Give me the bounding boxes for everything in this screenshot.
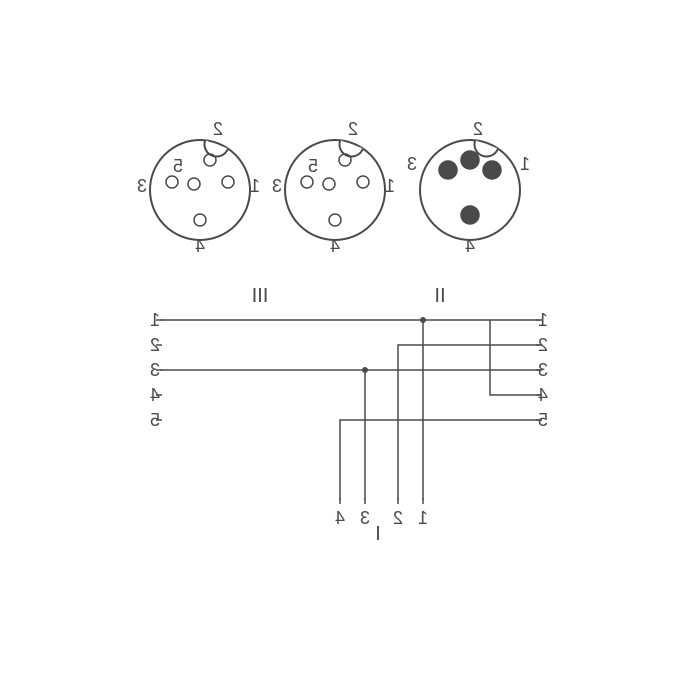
svg-text:2: 2 [150, 335, 160, 355]
svg-text:II: II [434, 285, 445, 307]
svg-text:III: III [252, 285, 269, 307]
svg-text:3: 3 [407, 154, 417, 174]
svg-text:2: 2 [538, 335, 548, 355]
connector-C1 [150, 140, 250, 240]
svg-text:4: 4 [538, 385, 548, 405]
svg-text:3: 3 [538, 360, 548, 380]
svg-text:I: I [375, 523, 381, 545]
svg-text:4: 4 [150, 385, 160, 405]
svg-text:4: 4 [335, 508, 345, 528]
svg-text:2: 2 [393, 508, 403, 528]
svg-text:1: 1 [538, 310, 548, 330]
connector-C2 [285, 140, 385, 240]
svg-text:2: 2 [213, 119, 223, 139]
svg-text:1: 1 [520, 154, 530, 174]
svg-text:5: 5 [308, 156, 318, 176]
svg-text:3: 3 [137, 176, 147, 196]
svg-text:2: 2 [473, 119, 483, 139]
svg-text:3: 3 [272, 176, 282, 196]
svg-text:1: 1 [385, 176, 395, 196]
svg-text:5: 5 [538, 410, 548, 430]
svg-text:1: 1 [418, 508, 428, 528]
connector-C3 [420, 140, 520, 240]
svg-text:1: 1 [150, 310, 160, 330]
svg-text:5: 5 [150, 410, 160, 430]
svg-text:2: 2 [348, 119, 358, 139]
wiring-diagram [156, 317, 542, 504]
svg-text:5: 5 [173, 156, 183, 176]
svg-text:3: 3 [150, 360, 160, 380]
svg-text:1: 1 [250, 176, 260, 196]
svg-text:4: 4 [465, 236, 475, 256]
svg-text:4: 4 [330, 236, 340, 256]
svg-text:3: 3 [360, 508, 370, 528]
svg-text:4: 4 [195, 236, 205, 256]
